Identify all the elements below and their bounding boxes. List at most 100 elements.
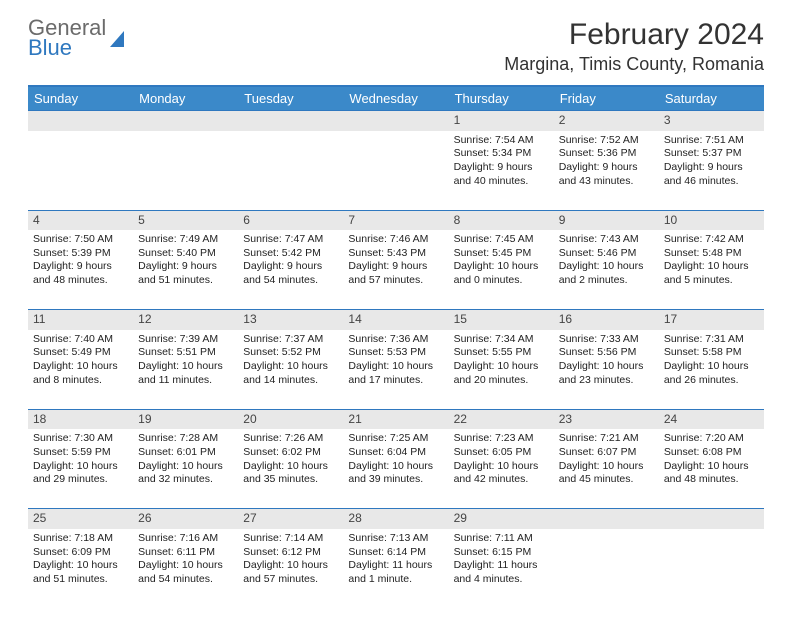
calendar-body: 123Sunrise: 7:54 AMSunset: 5:34 PMDaylig… [28, 110, 764, 608]
day-cell: Sunrise: 7:14 AMSunset: 6:12 PMDaylight:… [238, 529, 343, 608]
day-cell: Sunrise: 7:40 AMSunset: 5:49 PMDaylight:… [28, 330, 133, 409]
day-number: 24 [659, 410, 764, 430]
daylight-line: Daylight: 9 hours and 40 minutes. [454, 161, 549, 188]
sunrise-line: Sunrise: 7:54 AM [454, 134, 549, 148]
sunset-line: Sunset: 5:43 PM [348, 247, 443, 261]
daylight-line: Daylight: 10 hours and 29 minutes. [33, 460, 128, 487]
sunrise-line: Sunrise: 7:26 AM [243, 432, 338, 446]
sunrise-line: Sunrise: 7:25 AM [348, 432, 443, 446]
day-detail-row: Sunrise: 7:54 AMSunset: 5:34 PMDaylight:… [28, 131, 764, 210]
day-number: 6 [238, 211, 343, 231]
day-cell: Sunrise: 7:11 AMSunset: 6:15 PMDaylight:… [449, 529, 554, 608]
month-title: February 2024 [504, 18, 764, 52]
daylight-line: Daylight: 10 hours and 5 minutes. [664, 260, 759, 287]
day-cell: Sunrise: 7:28 AMSunset: 6:01 PMDaylight:… [133, 429, 238, 508]
day-cell: Sunrise: 7:23 AMSunset: 6:05 PMDaylight:… [449, 429, 554, 508]
sunrise-line: Sunrise: 7:40 AM [33, 333, 128, 347]
day-cell: Sunrise: 7:43 AMSunset: 5:46 PMDaylight:… [554, 230, 659, 309]
sunrise-line: Sunrise: 7:18 AM [33, 532, 128, 546]
day-number: 25 [28, 509, 133, 529]
day-cell [238, 131, 343, 210]
daylight-line: Daylight: 10 hours and 11 minutes. [138, 360, 233, 387]
day-cell: Sunrise: 7:18 AMSunset: 6:09 PMDaylight:… [28, 529, 133, 608]
day-cell: Sunrise: 7:37 AMSunset: 5:52 PMDaylight:… [238, 330, 343, 409]
weekday-header: Friday [554, 87, 659, 110]
daylight-line: Daylight: 10 hours and 35 minutes. [243, 460, 338, 487]
day-cell [554, 529, 659, 608]
title-block: February 2024 Margina, Timis County, Rom… [504, 18, 764, 75]
daylight-line: Daylight: 10 hours and 17 minutes. [348, 360, 443, 387]
sunset-line: Sunset: 5:36 PM [559, 147, 654, 161]
day-number [28, 111, 133, 131]
day-cell: Sunrise: 7:39 AMSunset: 5:51 PMDaylight:… [133, 330, 238, 409]
sunrise-line: Sunrise: 7:31 AM [664, 333, 759, 347]
day-number: 9 [554, 211, 659, 231]
daylight-line: Daylight: 9 hours and 54 minutes. [243, 260, 338, 287]
day-number: 19 [133, 410, 238, 430]
logo-triangle-icon [110, 31, 124, 47]
day-number: 18 [28, 410, 133, 430]
day-cell [28, 131, 133, 210]
sunrise-line: Sunrise: 7:49 AM [138, 233, 233, 247]
sunrise-line: Sunrise: 7:50 AM [33, 233, 128, 247]
day-number: 15 [449, 310, 554, 330]
daylight-line: Daylight: 10 hours and 14 minutes. [243, 360, 338, 387]
logo-text-2: Blue [28, 38, 106, 58]
weekday-header: Tuesday [238, 87, 343, 110]
sunset-line: Sunset: 6:02 PM [243, 446, 338, 460]
daylight-line: Daylight: 10 hours and 23 minutes. [559, 360, 654, 387]
daylight-line: Daylight: 11 hours and 4 minutes. [454, 559, 549, 586]
daylight-line: Daylight: 10 hours and 32 minutes. [138, 460, 233, 487]
sunset-line: Sunset: 6:05 PM [454, 446, 549, 460]
sunset-line: Sunset: 6:12 PM [243, 546, 338, 560]
sunrise-line: Sunrise: 7:30 AM [33, 432, 128, 446]
day-cell: Sunrise: 7:49 AMSunset: 5:40 PMDaylight:… [133, 230, 238, 309]
day-number: 23 [554, 410, 659, 430]
daylight-line: Daylight: 10 hours and 48 minutes. [664, 460, 759, 487]
sunrise-line: Sunrise: 7:37 AM [243, 333, 338, 347]
day-cell: Sunrise: 7:52 AMSunset: 5:36 PMDaylight:… [554, 131, 659, 210]
day-number: 7 [343, 211, 448, 231]
daylight-line: Daylight: 10 hours and 57 minutes. [243, 559, 338, 586]
sunrise-line: Sunrise: 7:20 AM [664, 432, 759, 446]
logo: General Blue [28, 18, 124, 58]
sunrise-line: Sunrise: 7:16 AM [138, 532, 233, 546]
day-number: 12 [133, 310, 238, 330]
sunrise-line: Sunrise: 7:51 AM [664, 134, 759, 148]
daylight-line: Daylight: 9 hours and 48 minutes. [33, 260, 128, 287]
day-cell: Sunrise: 7:47 AMSunset: 5:42 PMDaylight:… [238, 230, 343, 309]
day-number: 2 [554, 111, 659, 131]
day-number: 29 [449, 509, 554, 529]
location-subtitle: Margina, Timis County, Romania [504, 54, 764, 75]
sunset-line: Sunset: 5:42 PM [243, 247, 338, 261]
day-number: 5 [133, 211, 238, 231]
sunrise-line: Sunrise: 7:46 AM [348, 233, 443, 247]
day-detail-row: Sunrise: 7:18 AMSunset: 6:09 PMDaylight:… [28, 529, 764, 608]
day-detail-row: Sunrise: 7:40 AMSunset: 5:49 PMDaylight:… [28, 330, 764, 409]
day-number-row: 18192021222324 [28, 409, 764, 430]
daylight-line: Daylight: 10 hours and 39 minutes. [348, 460, 443, 487]
day-number-row: 11121314151617 [28, 309, 764, 330]
sunrise-line: Sunrise: 7:33 AM [559, 333, 654, 347]
sunset-line: Sunset: 5:51 PM [138, 346, 233, 360]
sunset-line: Sunset: 5:53 PM [348, 346, 443, 360]
sunrise-line: Sunrise: 7:14 AM [243, 532, 338, 546]
daylight-line: Daylight: 10 hours and 0 minutes. [454, 260, 549, 287]
day-number: 22 [449, 410, 554, 430]
sunrise-line: Sunrise: 7:47 AM [243, 233, 338, 247]
day-cell: Sunrise: 7:30 AMSunset: 5:59 PMDaylight:… [28, 429, 133, 508]
day-number-row: 45678910 [28, 210, 764, 231]
daylight-line: Daylight: 10 hours and 20 minutes. [454, 360, 549, 387]
day-cell: Sunrise: 7:50 AMSunset: 5:39 PMDaylight:… [28, 230, 133, 309]
sunrise-line: Sunrise: 7:52 AM [559, 134, 654, 148]
day-number-row: 123 [28, 110, 764, 131]
daylight-line: Daylight: 10 hours and 8 minutes. [33, 360, 128, 387]
sunrise-line: Sunrise: 7:36 AM [348, 333, 443, 347]
sunrise-line: Sunrise: 7:21 AM [559, 432, 654, 446]
daylight-line: Daylight: 10 hours and 54 minutes. [138, 559, 233, 586]
day-detail-row: Sunrise: 7:30 AMSunset: 5:59 PMDaylight:… [28, 429, 764, 508]
day-cell: Sunrise: 7:25 AMSunset: 6:04 PMDaylight:… [343, 429, 448, 508]
day-number: 17 [659, 310, 764, 330]
daylight-line: Daylight: 10 hours and 2 minutes. [559, 260, 654, 287]
day-number: 16 [554, 310, 659, 330]
